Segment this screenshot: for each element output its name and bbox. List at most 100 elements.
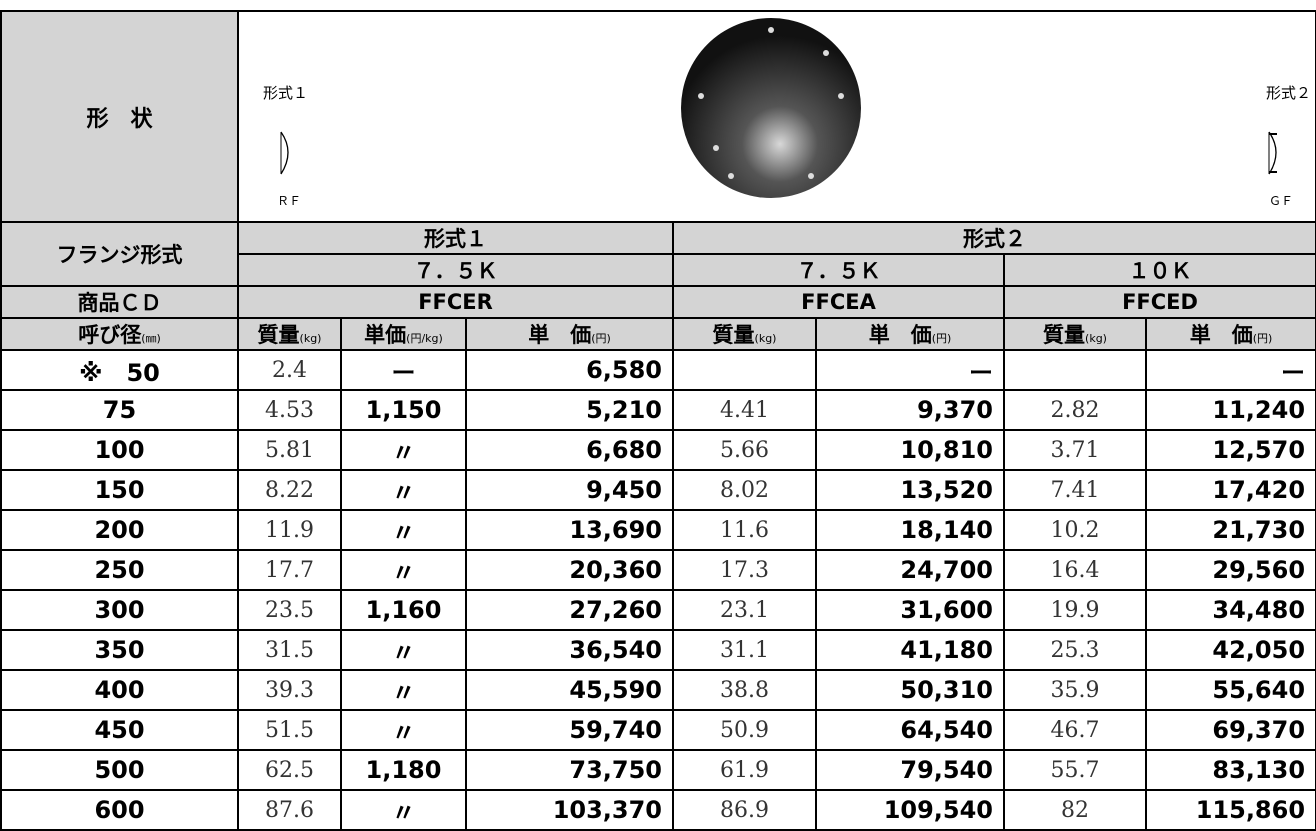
data-cell: 50,310 [815, 669, 1005, 711]
data-cell: 13,520 [815, 469, 1005, 511]
type-code: ＲＦ [277, 194, 302, 208]
data-cell: 38.8 [672, 669, 817, 711]
data-cell: 62.5 [237, 749, 342, 791]
data-cell: 〃 [340, 789, 467, 831]
data-row: 100 5.81 〃 6,680 5.66 10,810 3.71 12,570 [0, 429, 1316, 471]
data-cell: 5.81 [237, 429, 342, 471]
column-unit: (円) [1252, 332, 1273, 345]
flange-photo [681, 18, 861, 198]
data-cell: 16.4 [1003, 549, 1147, 591]
column-label: 単価 [364, 323, 407, 347]
data-cell: 4.53 [237, 389, 342, 431]
column-header-row: 呼び径(㎜) 質量(kg) 単価(円/kg) 単 価(円) 質量(kg) 単 価(円) 質量… [0, 317, 1316, 351]
data-cell: 23.5 [237, 589, 342, 631]
data-cell: 〃 [340, 509, 467, 551]
column-label: 単 価 [1189, 323, 1253, 347]
data-cell: ー [340, 349, 467, 391]
data-row: 250 17.7 〃 20,360 17.3 24,700 16.4 29,560 [0, 549, 1316, 591]
data-cell: 79,540 [815, 749, 1005, 791]
data-cell: 8.02 [672, 469, 817, 511]
size-cell: ※ 50 [0, 349, 239, 391]
product-label: 商品ＣＤ [0, 285, 239, 319]
data-cell: 〃 [340, 629, 467, 671]
data-cell: 29,560 [1144, 549, 1316, 591]
data-cell: ー [1144, 349, 1316, 391]
column-header: 質量(kg) [237, 317, 342, 351]
column-unit: (kg) [299, 332, 322, 345]
data-cell: 27,260 [465, 589, 674, 631]
price-table: 形 状 形式１ ＲＦ 形式２ ＧＦ フランジ形式 形式１ 形式２ ７．５Ｋ ７．… [0, 10, 1316, 831]
data-cell: 20,360 [465, 549, 674, 591]
data-cell: 7.41 [1003, 469, 1147, 511]
product-code: FFCEA [672, 285, 1005, 319]
data-cell: 23.1 [672, 589, 817, 631]
data-cell: 59,740 [465, 709, 674, 751]
data-cell: 45,590 [465, 669, 674, 711]
data-cell: 〃 [340, 709, 467, 751]
data-row: 350 31.5 〃 36,540 31.1 41,180 25.3 42,050 [0, 629, 1316, 671]
data-cell: 11.9 [237, 509, 342, 551]
product-code: FFCER [237, 285, 674, 319]
data-cell: 12,570 [1144, 429, 1316, 471]
data-cell: 83,130 [1144, 749, 1316, 791]
data-row: 400 39.3 〃 45,590 38.8 50,310 35.9 55,640 [0, 669, 1316, 711]
size-cell: 450 [0, 709, 239, 751]
data-cell: 〃 [340, 469, 467, 511]
data-cell: 17,420 [1144, 469, 1316, 511]
data-cell: 64,540 [815, 709, 1005, 751]
data-cell: 10,810 [815, 429, 1005, 471]
column-header: 単価(円/kg) [340, 317, 467, 351]
column-header: 単 価(円) [465, 317, 674, 351]
data-cell: 87.6 [237, 789, 342, 831]
pressure-header: ７．５Ｋ [237, 253, 674, 287]
data-cell: 46.7 [1003, 709, 1147, 751]
data-cell: 41,180 [815, 629, 1005, 671]
size-cell: 150 [0, 469, 239, 511]
column-unit: (kg) [754, 332, 777, 345]
data-cell: 1,180 [340, 749, 467, 791]
data-cell: 9,450 [465, 469, 674, 511]
data-cell: 55.7 [1003, 749, 1147, 791]
column-label: 質量 [257, 323, 300, 347]
shape-cell: 形式１ ＲＦ 形式２ ＧＦ [236, 10, 1316, 223]
data-cell: 69,370 [1144, 709, 1316, 751]
column-label: 単 価 [528, 323, 592, 347]
data-cell: 5.66 [672, 429, 817, 471]
column-label: 呼び径 [78, 323, 142, 347]
type-label: 形式２ [1266, 84, 1312, 102]
size-cell: 300 [0, 589, 239, 631]
data-cell: 24,700 [815, 549, 1005, 591]
size-cell: 200 [0, 509, 239, 551]
column-unit: (kg) [1085, 332, 1107, 345]
column-label: 単 価 [868, 323, 932, 347]
data-cell: 31,600 [815, 589, 1005, 631]
data-row: 150 8.22 〃 9,450 8.02 13,520 7.41 17,420 [0, 469, 1316, 511]
size-cell: 400 [0, 669, 239, 711]
data-cell: 〃 [340, 549, 467, 591]
data-cell: 86.9 [672, 789, 817, 831]
size-cell: 75 [0, 389, 239, 431]
data-cell: 103,370 [465, 789, 674, 831]
data-cell: 3.71 [1003, 429, 1147, 471]
data-cell: 19.9 [1003, 589, 1147, 631]
data-cell: 2.4 [237, 349, 342, 391]
data-row: ※ 50 2.4 ー 6,580 ーー [0, 349, 1316, 391]
data-row: 600 87.6 〃 103,370 86.9 109,540 82 115,860 [0, 789, 1316, 831]
data-cell [1003, 349, 1147, 391]
type-code: ＧＦ [1269, 194, 1294, 208]
data-cell: 61.9 [672, 749, 817, 791]
column-header: 呼び径(㎜) [0, 317, 239, 351]
data-cell: 109,540 [815, 789, 1005, 831]
size-cell: 250 [0, 549, 239, 591]
type-label: 形式１ [263, 84, 309, 102]
data-cell: 2.82 [1003, 389, 1147, 431]
column-header: 質量(kg) [1003, 317, 1147, 351]
size-cell: 500 [0, 749, 239, 791]
data-cell: 9,370 [815, 389, 1005, 431]
data-cell: 6,580 [465, 349, 674, 391]
column-unit: (㎜) [141, 332, 161, 345]
type-header: 形式１ [237, 221, 674, 255]
data-cell: 8.22 [237, 469, 342, 511]
product-code: FFCED [1002, 285, 1316, 319]
data-cell: 35.9 [1003, 669, 1147, 711]
